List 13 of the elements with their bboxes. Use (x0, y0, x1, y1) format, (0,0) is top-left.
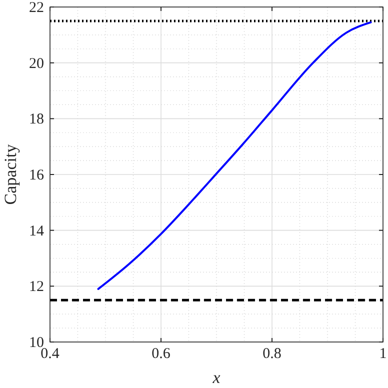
y-tick-label: 14 (29, 223, 44, 240)
y-tick-label: 18 (29, 112, 44, 128)
y-tick-label: 16 (29, 168, 44, 184)
x-axis-title: x (212, 368, 221, 387)
y-tick-label: 12 (29, 279, 44, 296)
y-tick-label: 20 (29, 56, 44, 72)
y-tick-label: 22 (29, 0, 44, 16)
x-tick-label: 0.4 (40, 346, 60, 362)
x-tick-label: 1 (379, 346, 387, 362)
y-axis-title: Capacity (1, 144, 20, 205)
x-tick-label: 0.6 (152, 346, 171, 362)
line-series (97, 21, 372, 290)
x-tick-label: 0.8 (262, 346, 282, 362)
